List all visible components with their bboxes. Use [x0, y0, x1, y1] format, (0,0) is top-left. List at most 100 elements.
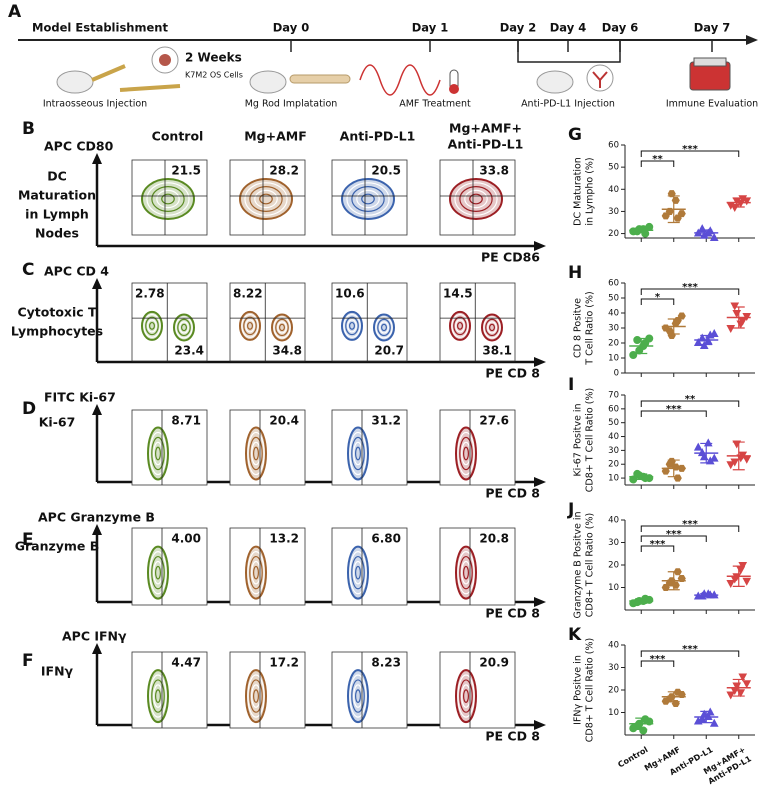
timeline-step: AMF Treatment	[399, 99, 471, 110]
percentage-label: 6.80	[371, 532, 401, 546]
error-bar	[700, 710, 713, 724]
significance-bracket	[640, 525, 740, 532]
error-bar	[667, 691, 680, 703]
error-bar	[667, 195, 680, 224]
contour	[151, 436, 165, 471]
axis-arrow	[534, 357, 546, 367]
significance-label: **	[652, 154, 663, 165]
y-axis-label: CD8+ T Cell Ratio (%)	[585, 388, 596, 492]
contour	[351, 436, 365, 471]
data-point	[709, 328, 719, 337]
cell-line: K7M2 OS Cells	[185, 71, 243, 80]
contour	[356, 189, 380, 209]
error-bar	[667, 571, 680, 591]
y-axis-label: APC Granzyme B	[38, 510, 155, 525]
y-tick-label: 30	[608, 207, 619, 217]
contour	[457, 321, 464, 330]
contour	[275, 318, 289, 337]
data-point	[645, 474, 654, 483]
contour	[147, 669, 169, 724]
data-point	[645, 222, 654, 231]
row-label: Nodes	[35, 226, 79, 241]
axis-arrow	[92, 153, 102, 164]
significance-label: ***	[650, 654, 666, 665]
y-tick-label: 40	[608, 641, 619, 651]
contour	[459, 679, 473, 713]
significance-bracket	[640, 650, 740, 657]
flow-plot: 8.23	[331, 651, 408, 729]
contour	[361, 193, 375, 205]
significance-label: ***	[666, 529, 682, 540]
contour	[155, 689, 162, 703]
percentage-label: 34.8	[272, 344, 302, 358]
contour	[347, 426, 369, 481]
y-axis-label: CD8+ T Cell Ratio (%)	[585, 513, 596, 617]
contour	[149, 550, 167, 595]
group-header: Control	[152, 129, 204, 144]
flow-plot: 20.4	[229, 409, 306, 486]
y-tick-label: 60	[608, 141, 619, 151]
x-axis-label: PE CD 8	[485, 366, 540, 381]
x-axis-label: PE CD 8	[485, 606, 540, 621]
error-bar	[635, 717, 648, 730]
data-point	[665, 327, 674, 335]
plot-frame	[439, 409, 516, 486]
flow-plot: 8.71	[131, 409, 208, 486]
y-axis-label: FITC Ki-67	[44, 390, 116, 405]
row-label: Cytotoxic T	[17, 305, 97, 320]
y-axis-label: APC CD 4	[44, 264, 109, 279]
y-tick-label: 60	[608, 279, 619, 289]
contour	[151, 679, 165, 713]
timeline-stage: Day 1	[412, 21, 448, 35]
flow-plot: 31.2	[331, 409, 408, 486]
plot-frame	[439, 527, 516, 606]
data-point	[709, 718, 719, 727]
plot-frame	[439, 651, 516, 729]
timeline-step: Anti-PD-L1 Injection	[521, 99, 615, 110]
error-bar	[700, 229, 713, 237]
contour	[155, 565, 162, 580]
contour	[259, 193, 273, 205]
plot-frame	[331, 651, 408, 729]
data-point	[699, 340, 709, 349]
flow-plot: 20.5	[331, 159, 408, 236]
error-bar	[732, 678, 745, 697]
flow-plot: 2.78 23.4	[131, 282, 208, 362]
contour	[181, 323, 188, 332]
y-tick-label: 20	[608, 561, 619, 571]
contour	[379, 321, 389, 334]
contour	[381, 323, 388, 332]
row-label: DC	[47, 169, 67, 184]
percentage-label: 20.5	[371, 164, 401, 178]
contour	[346, 182, 390, 216]
contour	[341, 178, 395, 220]
row-label: Ki-67	[39, 415, 76, 430]
axis-arrow	[92, 524, 102, 535]
percentage-label: 8.23	[371, 656, 401, 670]
contour	[149, 321, 156, 330]
flow-plot: 20.9	[439, 651, 516, 729]
significance-label: ***	[682, 144, 698, 155]
group-header: Anti-PD-L1	[340, 129, 416, 144]
duration: 2 Weeks	[185, 51, 242, 65]
data-point	[742, 455, 752, 464]
significance-bracket	[640, 535, 707, 542]
error-bar	[700, 442, 713, 464]
contour	[149, 431, 167, 476]
y-axis-label: Granzyme B Positve in	[573, 511, 584, 618]
timeline-stage: Day 4	[550, 21, 586, 35]
timeline-stage: Model Establishment	[32, 21, 168, 35]
contour	[459, 555, 473, 590]
y-tick-label: 30	[608, 538, 619, 548]
axis-arrow	[534, 597, 546, 607]
contour	[239, 178, 293, 220]
panel-letter: J	[567, 500, 574, 520]
data-point	[709, 232, 719, 241]
contour	[254, 189, 278, 209]
contour	[481, 313, 503, 342]
contour	[485, 318, 499, 337]
contour	[455, 669, 477, 724]
significance-label: ***	[650, 539, 666, 550]
row-label: Lymphocytes	[11, 324, 103, 339]
